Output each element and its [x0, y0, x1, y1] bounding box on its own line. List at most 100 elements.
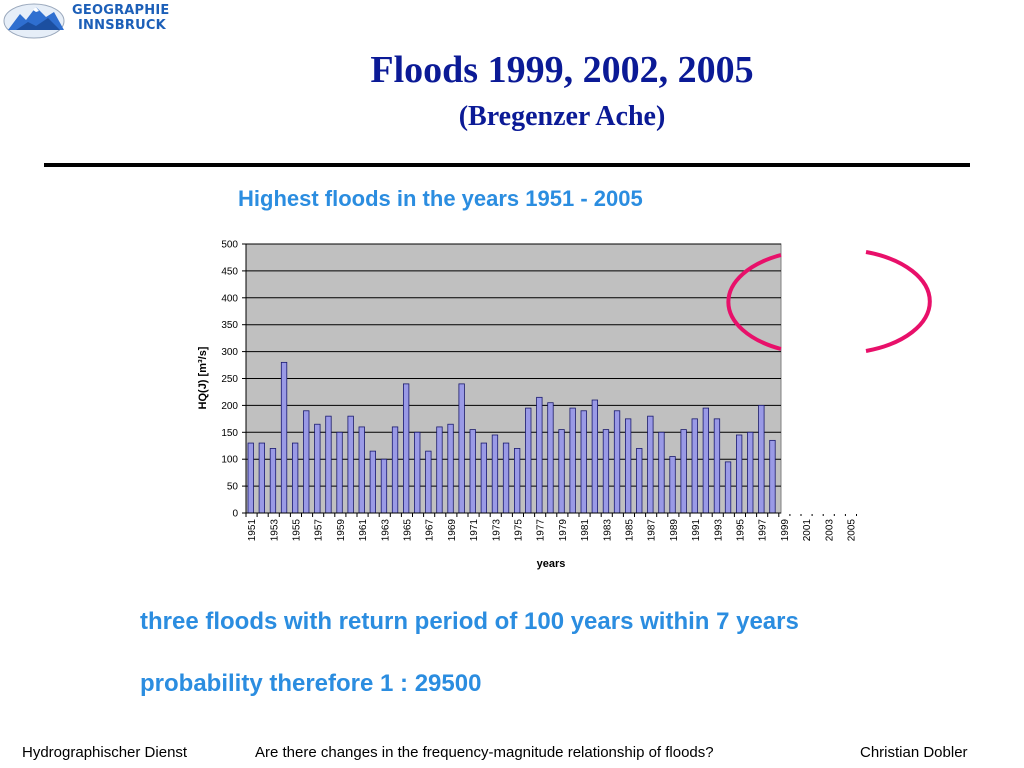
logo-text: GEOGRAPHIE INNSBRUCK [72, 3, 169, 33]
bar-1967 [425, 450, 432, 514]
bar-1981 [580, 410, 587, 514]
y-tick-label: 200 [221, 401, 238, 412]
x-tick-label: 1991 [691, 519, 702, 542]
bar-1971 [469, 429, 476, 514]
bar-1959 [336, 431, 343, 514]
x-tick-label: 1977 [536, 519, 547, 542]
bar-1965 [402, 383, 410, 514]
bar-1956 [303, 410, 310, 514]
bar-1997 [758, 404, 765, 514]
bar-1982 [591, 399, 598, 514]
footer-center: Are there changes in the frequency-magni… [255, 744, 714, 761]
bar-1975 [514, 448, 521, 514]
annotation-circle-arc [726, 250, 932, 353]
x-tick-label: 1983 [602, 519, 613, 542]
x-tick-label: 1985 [624, 519, 635, 542]
bar-1978 [547, 402, 554, 514]
bar-1993 [713, 418, 721, 514]
y-tick-label: 100 [221, 455, 238, 466]
bar-1969 [447, 423, 454, 514]
bar-1972 [480, 442, 488, 514]
x-tick-label: 1951 [247, 519, 258, 542]
x-tick-label: 2003 [824, 519, 835, 542]
logo-line-2: INNSBRUCK [78, 18, 166, 33]
x-tick-label: 1987 [647, 519, 658, 542]
chart-title: Highest floods in the years 1951 - 2005 [238, 186, 643, 211]
x-tick-label: 1979 [558, 519, 569, 542]
bar-1976 [525, 407, 532, 514]
bar-1953 [269, 448, 277, 514]
x-tick-label: 1955 [291, 519, 302, 542]
x-tick-label: 1973 [491, 519, 502, 542]
bar-1979 [558, 429, 565, 514]
x-tick-label: 1967 [425, 519, 436, 542]
bar-1957 [314, 423, 321, 514]
bar-1962 [369, 450, 377, 514]
x-tick-label: 1969 [447, 519, 458, 542]
bar-1952 [258, 442, 266, 514]
bar-1990 [680, 429, 687, 514]
page-subtitle: (Bregenzer Ache) [458, 101, 666, 132]
note-probability: probability therefore 1 : 29500 [140, 670, 482, 697]
x-tick-label: 1963 [380, 519, 391, 542]
bar-1954 [280, 361, 288, 514]
bar-1988 [658, 431, 665, 514]
x-tick-label: 1989 [669, 519, 680, 542]
bar-1973 [491, 434, 499, 514]
bar-1986 [636, 448, 643, 514]
y-tick-label: 300 [221, 347, 238, 358]
footer-left: Hydrographischer Dienst [22, 744, 188, 761]
bar-1991 [691, 418, 698, 514]
x-tick-label: 1959 [336, 519, 347, 542]
bar-1992 [702, 407, 709, 514]
y-tick-label: 50 [227, 482, 239, 493]
bar-1980 [569, 407, 576, 514]
bar-1960 [347, 415, 354, 514]
x-tick-label: 1953 [269, 519, 280, 542]
y-tick-label: 500 [221, 240, 238, 251]
logo-line-1: GEOGRAPHIE [72, 3, 170, 18]
y-tick-label: 150 [221, 428, 238, 439]
bar-1983 [602, 429, 610, 514]
x-tick-label: 1961 [358, 519, 369, 542]
y-tick-label: 0 [232, 509, 238, 520]
x-tick-label: 1981 [580, 519, 591, 542]
x-tick-label: 1995 [735, 519, 746, 542]
bar-1989 [669, 456, 676, 514]
bar-1998 [769, 439, 776, 514]
mountain-logo-icon [3, 3, 65, 39]
bar-1958 [325, 415, 332, 514]
x-tick-label: 1993 [713, 519, 724, 542]
logo: GEOGRAPHIE INNSBRUCK [2, 0, 169, 42]
bar-1995 [736, 434, 743, 514]
y-axis-label: HQ(J) [m³/s] [197, 346, 209, 409]
y-tick-label: 250 [221, 374, 238, 385]
bar-1977 [536, 396, 543, 514]
bar-1966 [414, 431, 421, 514]
x-tick-label: 2005 [846, 519, 857, 542]
x-tick-label: 1957 [314, 519, 325, 542]
footer-right: Christian Dobler [860, 744, 968, 761]
y-tick-label: 350 [221, 320, 238, 331]
bar-1968 [436, 426, 443, 514]
bar-1961 [358, 426, 365, 514]
bar-1964 [391, 426, 399, 514]
x-tick-label: 1975 [513, 519, 524, 542]
x-tick-label: 1965 [402, 519, 413, 542]
bar-1974 [502, 442, 510, 514]
x-tick-label: 1971 [469, 519, 480, 542]
x-tick-label: 2001 [802, 519, 813, 542]
x-axis-label: years [537, 558, 566, 570]
bar-1955 [291, 442, 299, 514]
bar-1985 [625, 418, 632, 514]
x-tick-label: 1999 [780, 519, 791, 542]
bar-1951 [247, 442, 254, 514]
x-tick-label: 1997 [758, 519, 769, 542]
y-tick-label: 450 [221, 266, 238, 277]
title-divider [44, 163, 970, 167]
bar-1963 [380, 458, 388, 514]
bar-1987 [647, 415, 654, 514]
bar-1970 [458, 383, 465, 514]
note-return-period: three floods with return period of 100 y… [140, 608, 799, 635]
